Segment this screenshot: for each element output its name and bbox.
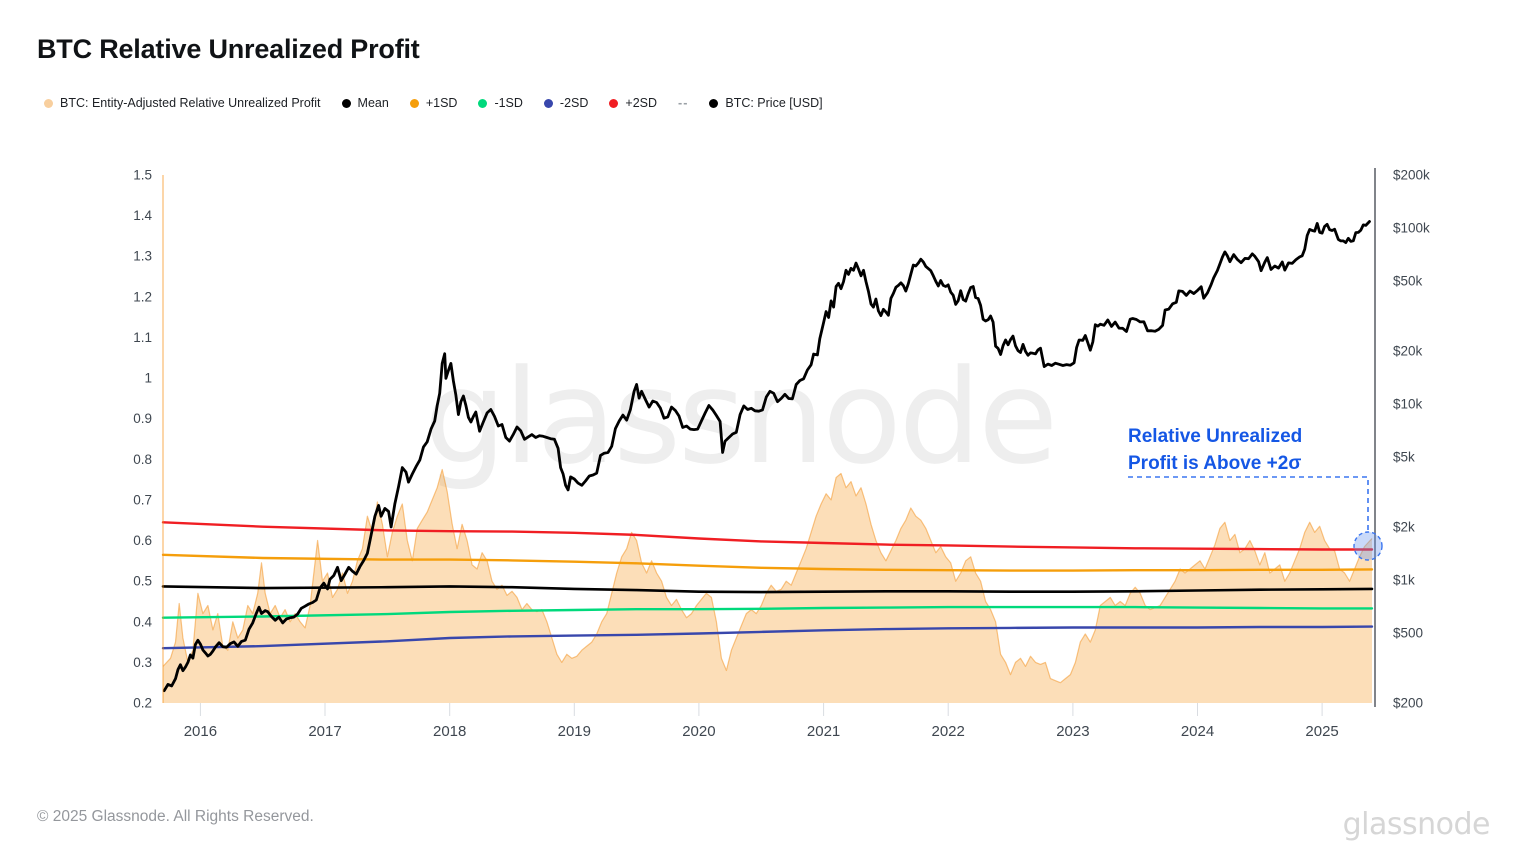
annotation-highlight-circle [1353, 531, 1383, 561]
series-line-btc-price-usd- [162, 220, 1371, 693]
legend-label: -2SD [559, 96, 589, 110]
legend-label: -- [678, 96, 689, 110]
x-axis-label: 2019 [558, 723, 591, 740]
series-line--2sd [161, 625, 1374, 650]
x-axis-label: 2023 [1056, 723, 1089, 740]
legend-label: +1SD [425, 96, 458, 110]
y-left-tick-label: 0.2 [133, 696, 152, 711]
x-axis-label: 2018 [433, 723, 466, 740]
y-right-tick-label: $200k [1393, 168, 1430, 183]
y-left-tick-label: 0.4 [133, 614, 152, 629]
copyright-text: © 2025 Glassnode. All Rights Reserved. [37, 808, 314, 825]
y-left-tick-label: 0.8 [133, 452, 152, 467]
glassnode-logo: glassnode [1342, 807, 1491, 842]
legend-marker-icon [44, 98, 53, 108]
annotation-callout: Relative Unrealized Profit is Above +2σ [1128, 423, 1302, 477]
y-left-tick-label: 0.5 [133, 574, 152, 589]
series-line-+1sd [161, 553, 1374, 572]
legend-item-dash[interactable]: -- [678, 96, 688, 110]
y-right-tick-label: $20k [1393, 344, 1423, 359]
annotation-bracket [1128, 476, 1369, 531]
page-title: BTC Relative Unrealized Profit [37, 34, 420, 64]
y-left-tick-label: 0.7 [133, 492, 152, 507]
legend-label: -1SD [494, 96, 523, 110]
annotation-line-1: Relative Unrealized [1128, 426, 1303, 447]
legend-marker-icon [341, 98, 351, 108]
x-axis-label: 2022 [932, 723, 965, 740]
y-left-tick-label: 1.1 [133, 330, 152, 345]
x-axis-label: 2020 [682, 723, 715, 740]
x-axis-label: 2016 [184, 723, 217, 740]
y-right-tick-label: $10k [1393, 397, 1423, 412]
legend-item-rup-area[interactable]: BTC: Entity-Adjusted Relative Unrealized… [44, 96, 321, 110]
legend-item-mean[interactable]: Mean [341, 96, 389, 110]
y-left-tick-label: 1.3 [133, 249, 152, 264]
rup-area-series [163, 469, 1372, 703]
series-line-mean [161, 585, 1374, 594]
y-right-tick-label: $1k [1393, 573, 1415, 588]
legend-marker-icon [409, 98, 419, 108]
y-right-tick-label: $50k [1393, 274, 1423, 289]
y-right-tick-label: $200 [1393, 696, 1423, 711]
y-left-tick-label: 1.2 [133, 289, 152, 304]
y-left-tick-label: 1.4 [133, 208, 152, 223]
y-right-tick-label: $500 [1393, 626, 1423, 641]
y-right-tick-label: $2k [1393, 520, 1415, 535]
y-right-tick-label: $5k [1393, 450, 1415, 465]
glassnode-watermark: glassnode [424, 341, 1058, 493]
legend-item-plus2sd[interactable]: +2SD [609, 96, 657, 110]
y-right-tick-label: $100k [1393, 221, 1430, 236]
legend-item-minus2sd[interactable]: -2SD [543, 96, 589, 110]
chart-legend: BTC: Entity-Adjusted Relative Unrealized… [44, 96, 823, 110]
x-axis-label: 2024 [1181, 723, 1214, 740]
x-axis-label: 2017 [308, 723, 341, 740]
legend-item-plus1sd[interactable]: +1SD [409, 96, 458, 110]
y-left-tick-label: 1.5 [133, 168, 152, 183]
legend-marker-icon [709, 98, 719, 108]
series-line-+2sd [161, 521, 1374, 551]
legend-marker-icon [609, 98, 619, 108]
y-left-tick-label: 0.9 [133, 411, 152, 426]
legend-item-minus1sd[interactable]: -1SD [478, 96, 523, 110]
y-left-tick-label: 1 [144, 371, 152, 386]
legend-marker-icon [543, 98, 553, 108]
annotation-line-2: Profit is Above +2σ [1128, 453, 1302, 474]
legend-item-btc-price[interactable]: BTC: Price [USD] [709, 96, 823, 110]
legend-marker-icon [478, 98, 488, 108]
y-left-tick-label: 0.3 [133, 655, 152, 670]
legend-label: Mean [357, 96, 389, 110]
x-axis-label: 2025 [1305, 723, 1338, 740]
y-left-tick-label: 0.6 [133, 533, 152, 548]
legend-label: BTC: Price [USD] [725, 96, 823, 110]
x-axis-label: 2021 [807, 723, 840, 740]
legend-label: BTC: Entity-Adjusted Relative Unrealized… [60, 96, 321, 110]
series-line--1sd [161, 605, 1374, 619]
legend-label: +2SD [625, 96, 658, 110]
